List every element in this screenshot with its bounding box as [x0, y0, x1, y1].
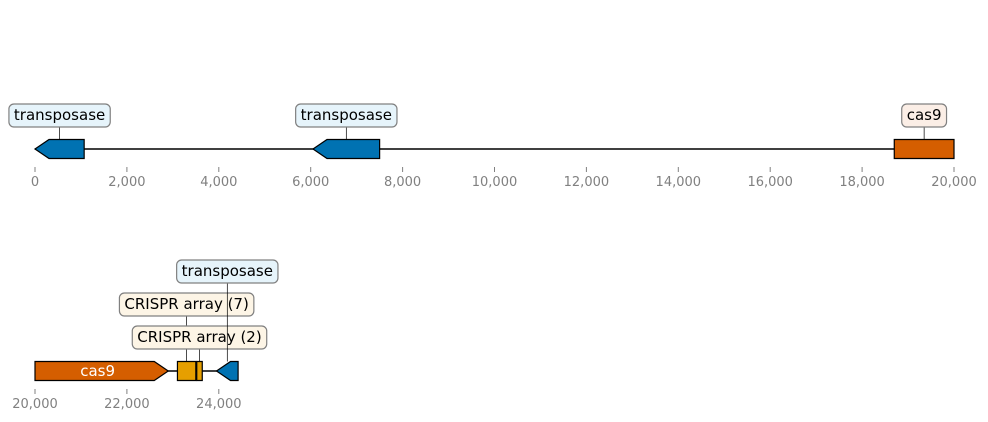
tick-label: 8,000	[384, 175, 421, 190]
tick-label: 16,000	[747, 175, 793, 190]
feature-label-text: CRISPR array (7)	[124, 295, 248, 313]
tick-label: 18,000	[839, 175, 885, 190]
transposase-feature	[311, 138, 381, 160]
feature-label: transposase	[8, 103, 111, 128]
tick-label: 20,000	[12, 397, 58, 412]
tick-label: 4,000	[200, 175, 237, 190]
feature-label-text: transposase	[301, 106, 392, 124]
feature-label-text: cas9	[907, 106, 942, 124]
label-box	[118, 292, 255, 317]
feature-label-text: transposase	[14, 106, 105, 124]
crispr-feature	[196, 360, 203, 382]
tick-label: 6,000	[292, 175, 329, 190]
feature-label: cas9	[901, 103, 948, 128]
tick-label: 20,000	[931, 175, 977, 190]
tick-label: 10,000	[472, 175, 518, 190]
label-box	[131, 325, 268, 350]
tick-label: 2,000	[108, 175, 145, 190]
label-box	[8, 103, 111, 128]
feature-label: transposase	[176, 259, 279, 284]
label-box	[295, 103, 398, 128]
cas9-feature	[893, 138, 955, 160]
tick-label: 24,000	[196, 397, 242, 412]
feature-label: CRISPR array (7)	[118, 292, 255, 317]
transposase-feature	[33, 138, 85, 160]
cas9-feature	[34, 360, 170, 382]
tick-label: 22,000	[104, 397, 150, 412]
label-box	[176, 259, 279, 284]
tick-label: 12,000	[564, 175, 610, 190]
track-2: 20,000 22,000 24,000 cas9 CRISPR array (7) CR…	[12, 259, 279, 412]
tick-label: 0	[31, 175, 39, 190]
label-box	[901, 103, 948, 128]
track-1: 0 2,000 4,000 6,000 8,000 10,000 12,000 14,000 1…	[8, 103, 977, 190]
feature-label: CRISPR array (2)	[131, 325, 268, 350]
feature-label-text: transposase	[182, 262, 273, 280]
feature-label: transposase	[295, 103, 398, 128]
transposase-feature	[215, 360, 239, 382]
crispr-feature	[176, 360, 197, 382]
tick-label: 14,000	[656, 175, 702, 190]
feature-label-text: CRISPR array (2)	[137, 328, 261, 346]
feature-inline-label: cas9	[80, 362, 115, 380]
